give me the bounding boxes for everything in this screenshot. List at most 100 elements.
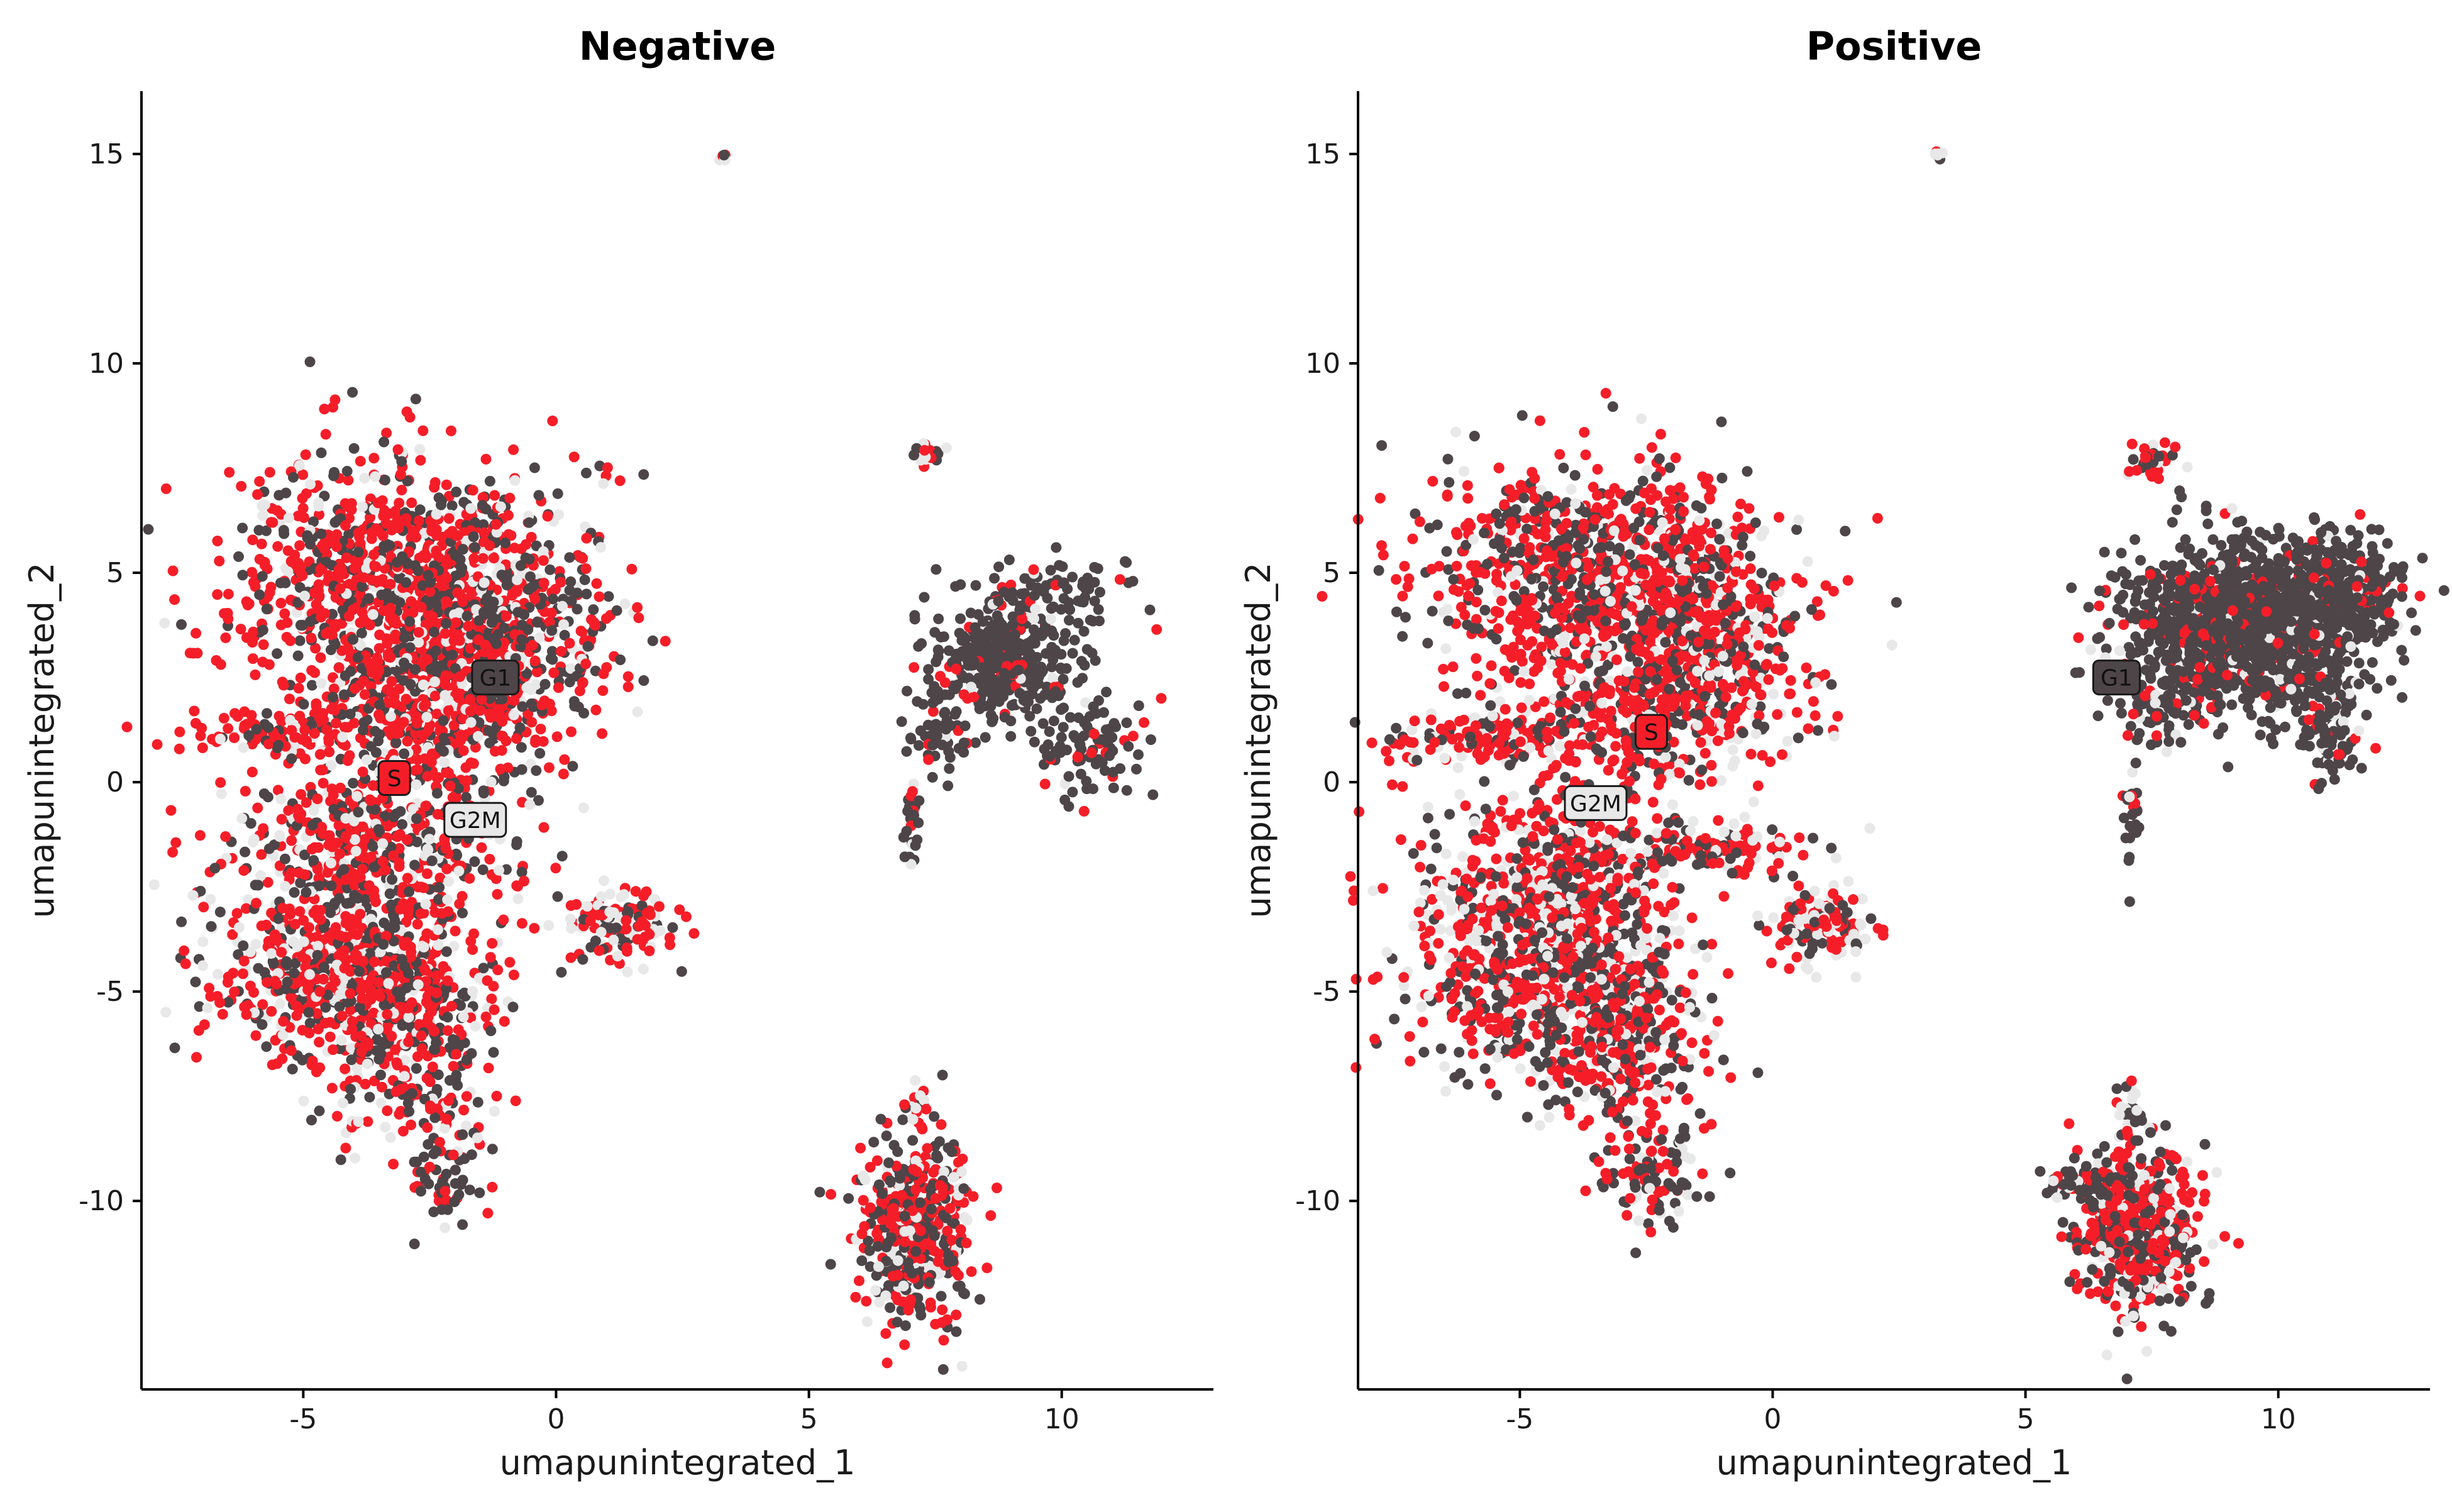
point-s: [935, 1180, 946, 1191]
point-g1: [1376, 440, 1387, 451]
point-g1: [258, 625, 268, 636]
point-s: [330, 976, 341, 987]
point-s: [341, 553, 352, 563]
point-s: [264, 659, 275, 670]
point-s: [402, 834, 412, 845]
point-s: [632, 602, 643, 613]
point-g1: [924, 1277, 935, 1288]
point-g1: [328, 692, 338, 702]
point-s: [490, 746, 500, 757]
point-g1: [934, 1136, 945, 1147]
point-g1: [345, 898, 355, 908]
point-s: [443, 1025, 453, 1036]
point-s: [1427, 476, 1438, 487]
point-s: [382, 636, 393, 647]
point-s: [688, 928, 699, 939]
point-g1: [259, 788, 270, 799]
point-s: [490, 519, 501, 530]
point-s: [286, 1046, 297, 1056]
point-g2m: [458, 1012, 469, 1022]
point-s: [1151, 624, 1162, 635]
point-g2m: [596, 927, 607, 937]
point-s: [381, 518, 392, 529]
point-s: [453, 530, 463, 541]
point-g2m: [411, 780, 422, 790]
point-g2m: [160, 1007, 171, 1018]
point-g1: [931, 656, 941, 667]
point-g2m: [578, 803, 589, 814]
point-s: [306, 632, 316, 643]
point-g2m: [285, 715, 295, 726]
point-g2m: [1459, 466, 1469, 477]
point-s: [484, 540, 495, 551]
point-g2m: [898, 1281, 909, 1291]
point-g1: [260, 967, 270, 978]
point-s: [238, 968, 248, 979]
point-g2m: [421, 712, 432, 722]
point-g1: [334, 893, 345, 904]
point-s: [402, 736, 413, 747]
point-s: [369, 956, 380, 967]
point-g2m: [558, 619, 569, 630]
point-g1: [581, 468, 592, 478]
point-s: [569, 451, 580, 462]
point-s: [261, 920, 272, 930]
point-s: [931, 1193, 941, 1204]
point-g2m: [213, 969, 223, 979]
point-g1: [583, 641, 594, 652]
point-s: [378, 531, 389, 541]
point-s: [465, 936, 476, 947]
point-g2m: [467, 986, 478, 996]
point-s: [332, 1111, 343, 1122]
point-s: [621, 915, 631, 926]
point-s: [395, 469, 406, 480]
point-g1: [986, 710, 997, 720]
point-s: [267, 517, 278, 528]
point-s: [499, 1016, 510, 1027]
point-g2m: [513, 893, 524, 904]
point-s: [482, 1208, 493, 1218]
x-axis-title: umapunintegrated_1: [500, 1443, 856, 1482]
point-s: [295, 673, 306, 683]
point-g1: [237, 522, 248, 533]
point-s: [385, 613, 395, 624]
point-g1: [946, 1147, 957, 1157]
point-g1: [1082, 573, 1093, 583]
point-s: [386, 1031, 397, 1042]
point-g2m: [380, 1122, 390, 1132]
point-s: [489, 490, 500, 501]
point-g1: [348, 634, 358, 645]
point-g1: [407, 1088, 417, 1099]
x-tick-label: 10: [1044, 1403, 1080, 1435]
point-g1: [1007, 620, 1018, 631]
point-g2m: [632, 707, 643, 717]
point-s: [454, 898, 465, 909]
point-s: [594, 946, 605, 956]
point-g1: [899, 1211, 910, 1222]
point-g2m: [340, 813, 351, 824]
point-s: [167, 847, 178, 858]
point-s: [387, 676, 397, 687]
point-s: [247, 767, 258, 778]
point-s: [406, 596, 417, 607]
point-s: [161, 483, 172, 494]
cluster-label-text: G1: [480, 666, 512, 692]
point-g1: [474, 1188, 485, 1198]
point-g1: [326, 880, 336, 891]
point-g1: [527, 582, 538, 592]
point-g2m: [870, 1285, 881, 1296]
point-s: [487, 1182, 497, 1193]
point-s: [622, 946, 632, 957]
point-s: [388, 851, 399, 861]
point-s: [360, 1079, 371, 1090]
point-s: [270, 976, 280, 986]
point-s: [529, 593, 540, 604]
point-g1: [478, 864, 489, 875]
point-g2m: [439, 1123, 450, 1134]
point-g1: [511, 839, 522, 850]
point-g2m: [236, 813, 247, 824]
point-s: [872, 1156, 883, 1166]
point-g1: [1123, 741, 1134, 752]
point-s: [337, 1011, 348, 1022]
point-s: [424, 587, 435, 597]
